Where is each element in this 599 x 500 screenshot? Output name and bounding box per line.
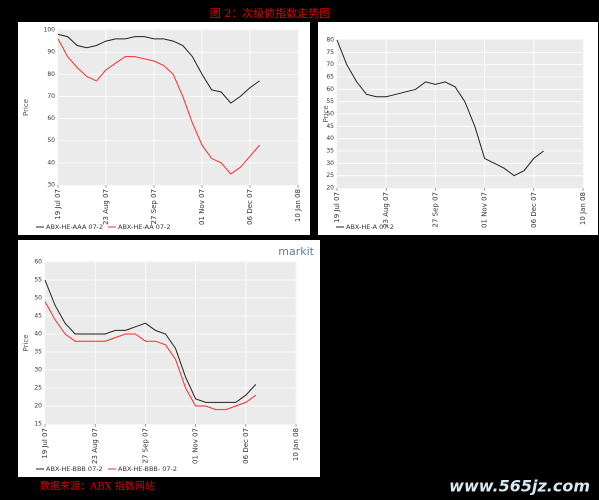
line-series bbox=[336, 39, 544, 177]
y-tick-label: 80 bbox=[326, 37, 334, 44]
plot-area bbox=[44, 261, 297, 425]
y-tick-label: 25 bbox=[34, 385, 42, 392]
y-tick-label: 20 bbox=[326, 185, 334, 192]
y-tick-label: 15 bbox=[34, 421, 42, 428]
x-tick-label: 10 Jan 08 bbox=[292, 428, 300, 461]
y-axis-label: Price bbox=[22, 99, 30, 116]
figure-title: 图 2：次级债指数走势图 bbox=[210, 6, 331, 20]
x-tick-label: 01 Nov 07 bbox=[481, 192, 489, 228]
y-tick-label: 50 bbox=[326, 111, 334, 118]
x-tick-label: 06 Dec 07 bbox=[242, 428, 250, 464]
y-tick-label: 20 bbox=[34, 403, 42, 410]
x-tick-label: 27 Sep 07 bbox=[150, 189, 158, 224]
y-tick-label: 60 bbox=[326, 86, 334, 93]
y-tick-label: 75 bbox=[326, 49, 334, 56]
x-tick-label: 01 Nov 07 bbox=[198, 189, 206, 225]
y-tick-label: 50 bbox=[47, 137, 55, 144]
x-tick-label: 23 Aug 07 bbox=[382, 192, 390, 228]
y-tick-label: 90 bbox=[47, 49, 55, 56]
legend-label: ABX-HE-BBB 07-2 bbox=[46, 465, 103, 473]
y-axis-label: Price bbox=[22, 334, 30, 351]
y-tick-label: 55 bbox=[326, 98, 334, 105]
y-tick-label: 100 bbox=[44, 27, 56, 34]
y-tick-label: 35 bbox=[326, 148, 334, 155]
y-tick-label: 80 bbox=[47, 71, 55, 78]
line-series bbox=[57, 33, 260, 104]
x-tick-label: 19 Jul 07 bbox=[41, 428, 49, 459]
source-note: 数据来源：ABX 指数网站 bbox=[40, 480, 155, 493]
y-tick-label: 65 bbox=[326, 74, 334, 81]
x-tick-label: 27 Sep 07 bbox=[141, 428, 149, 463]
legend-label: ABX-HE-AA 07-2 bbox=[118, 223, 170, 231]
legend-label: ABX-HE-A 07-2 bbox=[346, 223, 394, 231]
y-tick-label: 30 bbox=[326, 160, 334, 167]
x-tick-label: 10 Jan 08 bbox=[294, 189, 302, 222]
x-tick-label: 27 Sep 07 bbox=[431, 192, 439, 227]
y-tick-label: 25 bbox=[326, 172, 334, 179]
logo: markit bbox=[278, 245, 314, 258]
y-tick-label: 35 bbox=[34, 349, 42, 356]
y-tick-label: 30 bbox=[47, 182, 55, 189]
line-series bbox=[44, 301, 257, 411]
y-tick-label: 55 bbox=[34, 277, 42, 284]
x-tick-label: 01 Nov 07 bbox=[192, 428, 200, 464]
x-tick-label: 19 Jul 07 bbox=[54, 189, 62, 220]
x-tick-label: 06 Dec 07 bbox=[530, 192, 538, 228]
y-tick-label: 30 bbox=[34, 367, 42, 374]
y-tick-label: 50 bbox=[34, 295, 42, 302]
line-series bbox=[57, 38, 260, 175]
x-tick-label: 10 Jan 08 bbox=[579, 192, 587, 225]
y-tick-label: 45 bbox=[326, 123, 334, 130]
legend-label: ABX-HE-AAA 07-2 bbox=[46, 223, 103, 231]
legend-label: ABX-HE-BBB- 07-2 bbox=[118, 465, 177, 473]
x-tick-label: 23 Aug 07 bbox=[91, 428, 99, 464]
y-tick-label: 40 bbox=[326, 135, 334, 142]
line-series bbox=[44, 279, 257, 403]
y-tick-label: 60 bbox=[47, 115, 55, 122]
y-tick-label: 40 bbox=[47, 159, 55, 166]
plot-area bbox=[57, 29, 299, 186]
y-tick-label: 70 bbox=[47, 93, 55, 100]
y-tick-label: 45 bbox=[34, 313, 42, 320]
x-tick-label: 19 Jul 07 bbox=[333, 192, 341, 223]
y-tick-label: 70 bbox=[326, 61, 334, 68]
x-tick-label: 23 Aug 07 bbox=[102, 189, 110, 225]
x-tick-label: 06 Dec 07 bbox=[246, 189, 254, 225]
y-axis-label: Price bbox=[322, 105, 330, 122]
y-tick-label: 40 bbox=[34, 331, 42, 338]
watermark: www.565jz.com bbox=[449, 477, 590, 496]
y-tick-label: 60 bbox=[34, 259, 42, 266]
